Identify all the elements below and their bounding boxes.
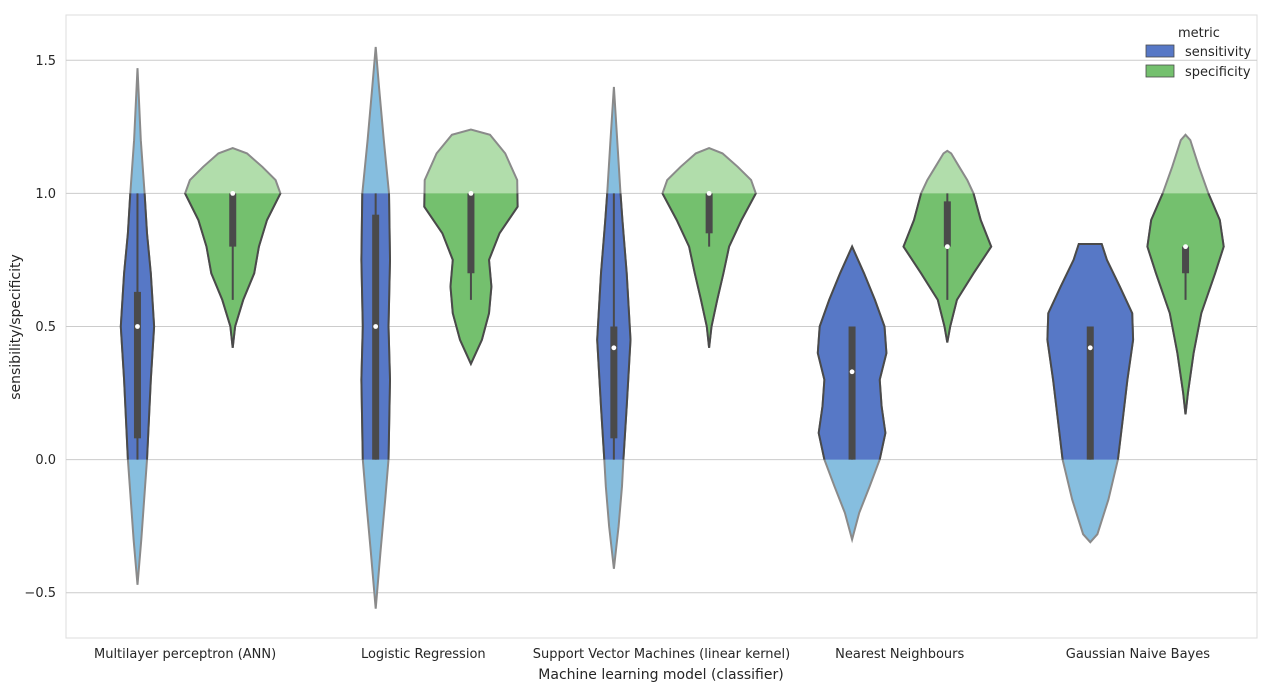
violin-median bbox=[230, 190, 236, 196]
violin-sensitivity bbox=[816, 244, 888, 544]
legend: metric sensitivity specificity bbox=[1145, 26, 1252, 80]
violin-sensitivity bbox=[596, 86, 632, 569]
violin-iqr-box bbox=[610, 326, 618, 439]
x-tick-label: Nearest Neighbours bbox=[835, 647, 964, 662]
y-tick-labels: −0.5 0.0 0.5 1.0 1.5 bbox=[24, 54, 56, 601]
grid-lines bbox=[66, 59, 1257, 594]
violin-iqr-box bbox=[848, 326, 856, 460]
violin-iqr-box bbox=[229, 193, 237, 247]
violin-body bbox=[661, 193, 757, 348]
y-tick-label: 1.5 bbox=[35, 54, 56, 69]
violin-median bbox=[373, 324, 379, 329]
x-tick-label: Logistic Regression bbox=[361, 647, 486, 662]
violin-iqr-box bbox=[467, 193, 475, 274]
violin-median bbox=[1087, 345, 1093, 351]
legend-swatch-specificity bbox=[1145, 64, 1175, 78]
violin-specificity bbox=[184, 147, 282, 348]
violin-specificity bbox=[423, 128, 519, 367]
violin-iqr-box bbox=[705, 193, 713, 234]
y-axis-label: sensibility/specificity bbox=[8, 254, 24, 400]
violin-median bbox=[944, 244, 950, 250]
violin-specificity bbox=[661, 147, 757, 348]
violins bbox=[119, 46, 1225, 609]
violin-iqr-box bbox=[943, 201, 951, 247]
y-tick-label: 1.0 bbox=[35, 187, 56, 202]
violin-median bbox=[849, 369, 855, 375]
violin-iqr-box bbox=[133, 291, 141, 439]
violin-iqr-box bbox=[372, 214, 380, 460]
violin-sensitivity bbox=[1046, 243, 1135, 544]
legend-title: metric bbox=[1178, 26, 1220, 41]
x-axis-label: Machine learning model (classifier) bbox=[538, 667, 783, 683]
violin-median bbox=[135, 324, 140, 329]
violin-sensitivity bbox=[360, 46, 392, 609]
violin-median bbox=[1183, 244, 1188, 250]
violin-sensitivity bbox=[119, 68, 156, 585]
y-tick-label: −0.5 bbox=[24, 586, 56, 601]
x-tick-labels: Multilayer perceptron (ANN) Logistic Regr… bbox=[94, 647, 1210, 662]
violin-specificity bbox=[902, 149, 993, 343]
legend-swatch-sensitivity bbox=[1145, 44, 1175, 58]
x-tick-label: Support Vector Machines (linear kernel) bbox=[533, 647, 790, 662]
violin-iqr-box bbox=[1086, 326, 1094, 460]
violin-median bbox=[468, 190, 474, 196]
y-tick-label: 0.5 bbox=[35, 320, 56, 335]
x-tick-label: Multilayer perceptron (ANN) bbox=[94, 647, 276, 662]
violin-median bbox=[706, 190, 712, 196]
legend-label-sensitivity: sensitivity bbox=[1185, 45, 1252, 60]
violin-iqr-box bbox=[1182, 246, 1190, 274]
legend-label-specificity: specificity bbox=[1185, 65, 1251, 80]
y-tick-label: 0.0 bbox=[35, 453, 56, 468]
violin-body bbox=[1146, 193, 1225, 415]
x-tick-label: Gaussian Naive Bayes bbox=[1066, 647, 1210, 662]
violin-specificity bbox=[1146, 133, 1225, 415]
violin-median bbox=[611, 345, 617, 351]
